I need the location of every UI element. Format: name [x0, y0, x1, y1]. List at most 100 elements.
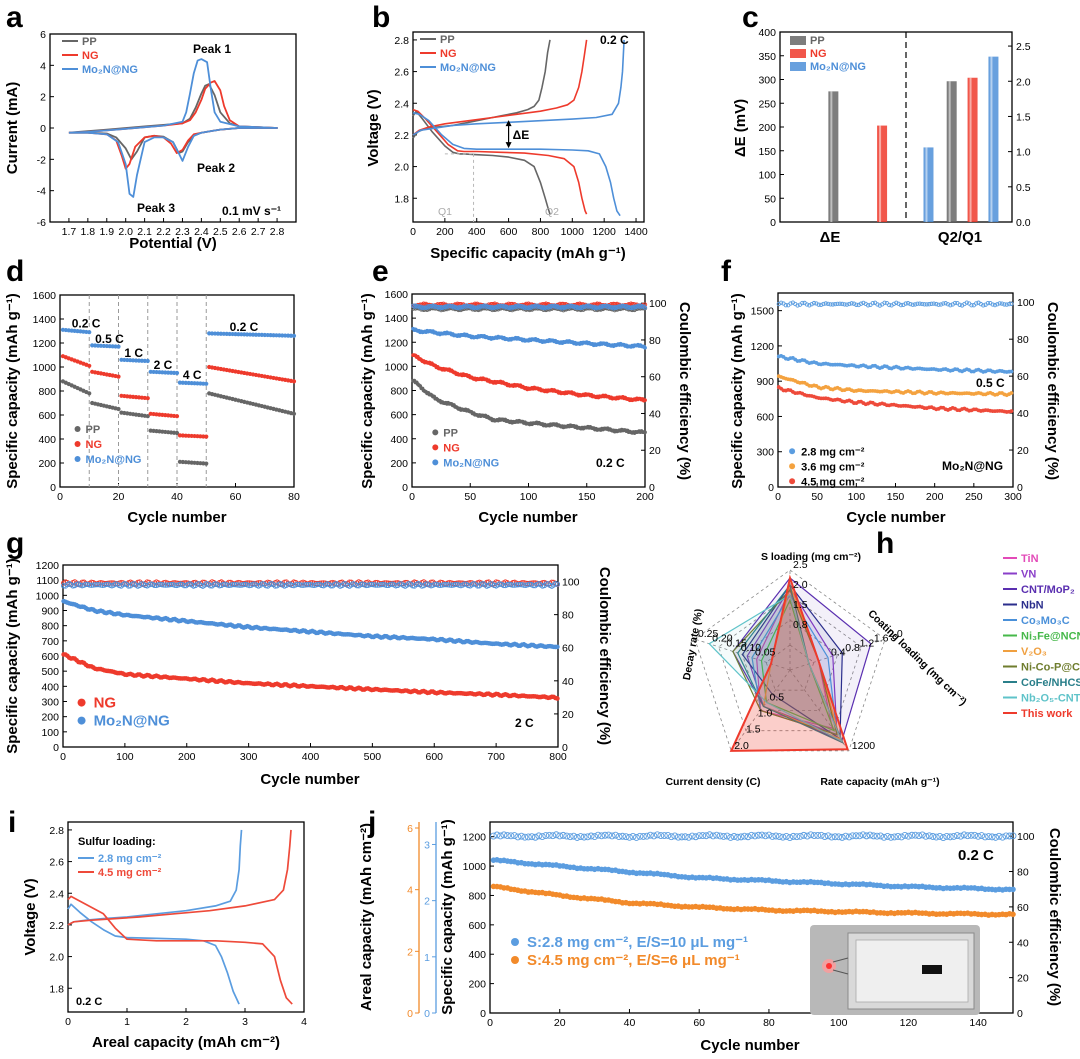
ce-point [441, 581, 447, 588]
ce-point [497, 832, 504, 840]
ce-point [577, 833, 585, 840]
ce-point [452, 581, 458, 588]
pouch-label [922, 965, 942, 974]
legend-marker [77, 716, 86, 725]
ce-point [380, 581, 386, 588]
category-label: Q2/Q1 [938, 229, 982, 246]
ce-point [891, 301, 897, 307]
data-point [212, 331, 218, 336]
y-axis-label: Specific capacity (mAh g⁻¹) [4, 558, 21, 753]
y-tick-label: 200 [468, 979, 486, 991]
legend-label: PP [440, 34, 455, 46]
legend-label: NG [810, 48, 827, 60]
ce-point [237, 582, 243, 588]
x-axis-label: Cycle number [846, 509, 945, 526]
y-tick-label: 0 [402, 482, 408, 494]
y-tick-label: 400 [390, 434, 408, 446]
ce-point [941, 301, 946, 306]
ce-point [948, 303, 953, 308]
voltage-curve-2 [412, 108, 588, 215]
y2-tick-label: 20 [649, 445, 661, 457]
y2-tick-label: 40 [1017, 408, 1029, 420]
x-tick-label: 0 [487, 1017, 493, 1029]
ce-point [793, 833, 801, 841]
y2-axis-label: Coulombic efficiency (%) [1046, 828, 1063, 1006]
y2-tick-label: 60 [649, 372, 661, 384]
y-tick-label: 200 [41, 712, 59, 724]
legend-label: 3.6 mg cm⁻² [801, 461, 865, 473]
ce-point [990, 302, 995, 307]
data-point [227, 331, 232, 337]
y2-tick-label: 40 [562, 676, 574, 688]
x-tick-label: 1 [124, 1016, 130, 1028]
data-point [280, 333, 285, 338]
x-tick-label: 150 [578, 491, 596, 503]
ce-point [851, 301, 857, 306]
legend-marker [511, 938, 519, 946]
ce-point [517, 832, 525, 840]
panel-j: 0 20 40 60 80 100 120 1400200400600800100012000… [358, 819, 1063, 1054]
x-tick-label: 800 [532, 226, 550, 238]
ce-point [552, 831, 560, 839]
radar-tick-label: 0.20 [712, 633, 733, 645]
ce-point [957, 832, 965, 840]
data-point [253, 332, 259, 337]
y-tick-label: 100 [41, 727, 59, 739]
x-tick-label: 2.6 [232, 226, 247, 238]
data-point [259, 332, 264, 337]
y-tick-label: 2.8 [394, 35, 409, 47]
legend-label: CNT/MoP₂ [1021, 584, 1075, 596]
ce-point [643, 832, 651, 840]
ce-point [969, 303, 974, 308]
x-tick-label: 40 [624, 1017, 636, 1029]
legend-marker [789, 448, 796, 455]
y-tick-label: 100 [758, 170, 776, 182]
data-point [224, 331, 229, 336]
y2-tick-label: 80 [1017, 867, 1029, 879]
ce-point [168, 581, 174, 588]
ce-point [1006, 832, 1013, 840]
x-axis-label: Cycle number [127, 509, 226, 526]
ce-point [383, 582, 390, 589]
y-tick-label: 0 [480, 1008, 486, 1020]
ce-point [866, 831, 874, 839]
data-point [145, 414, 150, 419]
radar-axis-label: Coating loading (mg cm⁻²) [865, 608, 968, 708]
ce-point [964, 832, 972, 840]
ce-point [861, 300, 866, 306]
y-tick-label: 1000 [463, 861, 487, 873]
data-point [174, 414, 180, 419]
ce-point [823, 301, 828, 306]
legend-label: Mo₂N@NG [86, 454, 142, 466]
radar-tick-label: 1.5 [793, 599, 808, 611]
legend-marker [77, 698, 86, 707]
panel-label-h: h [876, 527, 894, 560]
ce-point [639, 832, 647, 840]
ce-point [858, 301, 864, 306]
ce-point [974, 301, 979, 306]
radar-tick-label: 1.0 [758, 708, 773, 720]
ce-point [882, 300, 887, 305]
data-point [262, 332, 267, 338]
x-tick-label: 120 [900, 1017, 918, 1029]
bar-right-1 [967, 77, 978, 222]
data-point [218, 331, 223, 336]
ce-point [161, 582, 167, 588]
legend-label: PP [810, 35, 825, 47]
legend-label: NG [440, 48, 457, 60]
capacity-point [555, 644, 560, 650]
ce-point [761, 832, 769, 840]
ce-point [981, 303, 986, 308]
ce-point [586, 303, 592, 308]
capacity-point [1009, 391, 1014, 395]
bar-shine [990, 56, 993, 222]
panel-i: 0 1 2 3 4 1.8 2.0 2.2 2.4 2.6 2.8 Sulfur loading: 2.… [22, 821, 307, 1051]
ce-point [737, 833, 745, 841]
ce-point [779, 833, 787, 841]
radar-axis-label: Rate capacity (mAh g⁻¹) [820, 776, 939, 788]
y-tick-label: 200 [758, 122, 776, 134]
ce-point [919, 301, 925, 307]
y-tick-label: 1100 [36, 575, 59, 587]
x-tick-label: 50 [464, 491, 476, 503]
ce-point [157, 581, 163, 588]
